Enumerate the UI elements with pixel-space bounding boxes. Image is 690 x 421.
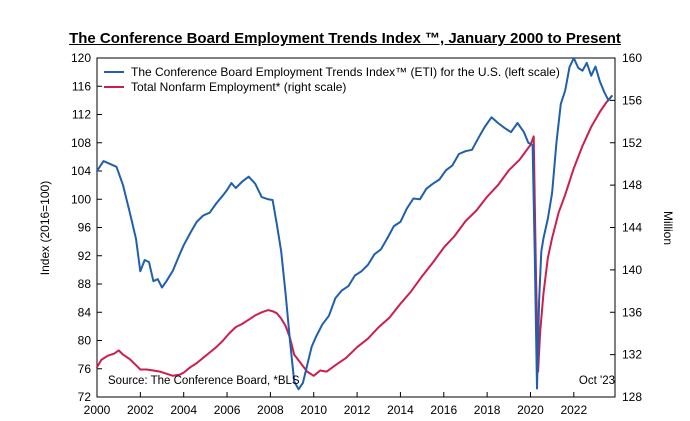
left-y-tick-label: 76 (78, 362, 92, 376)
left-y-tick-label: 88 (78, 277, 92, 291)
right-y-tick-label: 136 (622, 305, 642, 319)
right-y-tick-label: 148 (622, 178, 642, 192)
left-y-tick-label: 116 (72, 79, 91, 93)
right-y-tick-label: 156 (622, 93, 642, 107)
x-tick-label: 2004 (170, 403, 197, 417)
series-line-eti (96, 57, 613, 391)
right-y-axis: 128 132 136 140 144 148 152 156 160 (610, 51, 642, 404)
x-tick-label: 2002 (127, 403, 154, 417)
left-y-tick-label: 84 (78, 305, 92, 319)
x-tick-label: 2012 (344, 403, 371, 417)
legend-label-eti: The Conference Board Employment Trends I… (131, 65, 560, 79)
x-tick-label: 2006 (214, 403, 241, 417)
right-y-tick-label: 128 (622, 390, 642, 404)
left-y-tick-label: 92 (78, 249, 92, 263)
source-note: Source: The Conference Board, *BLS (108, 375, 300, 387)
left-y-tick-label: 80 (78, 334, 92, 348)
x-tick-label: 2022 (560, 403, 587, 417)
series-layer (96, 57, 613, 391)
legend-label-nonfarm: Total Nonfarm Employment* (right scale) (131, 80, 346, 94)
legend: The Conference Board Employment Trends I… (104, 65, 560, 94)
chart-title: The Conference Board Employment Trends I… (69, 30, 621, 47)
left-y-tick-label: 120 (71, 51, 91, 65)
x-tick-label: 2008 (257, 403, 284, 417)
right-y-tick-label: 132 (622, 348, 642, 362)
y-axis-right-label: Million (661, 211, 675, 245)
x-tick-label: 2020 (517, 403, 544, 417)
x-tick-label: 2000 (84, 403, 111, 417)
left-y-tick-label: 72 (78, 390, 92, 404)
left-y-tick-label: 104 (71, 164, 91, 178)
right-y-tick-label: 160 (622, 51, 642, 65)
x-tick-label: 2014 (387, 403, 414, 417)
left-y-tick-label: 96 (78, 221, 92, 235)
left-y-axis: 72 76 80 84 88 92 96 100 104 108 112 116 120 (71, 51, 102, 404)
right-y-tick-label: 152 (622, 136, 642, 150)
x-tick-label: 2010 (300, 403, 327, 417)
x-axis: 2000 2002 2004 2006 2008 2010 2012 2014 2016 2018… (84, 392, 587, 417)
left-y-tick-label: 112 (72, 108, 91, 122)
y-axis-left-label: Index (2016=100) (38, 181, 52, 275)
x-tick-label: 2016 (430, 403, 457, 417)
left-y-tick-label: 100 (71, 192, 91, 206)
x-tick-label: 2018 (474, 403, 501, 417)
right-y-tick-label: 140 (622, 263, 642, 277)
right-y-tick-label: 144 (622, 221, 642, 235)
left-y-tick-label: 108 (71, 136, 91, 150)
date-label: Oct '23 (579, 375, 615, 387)
